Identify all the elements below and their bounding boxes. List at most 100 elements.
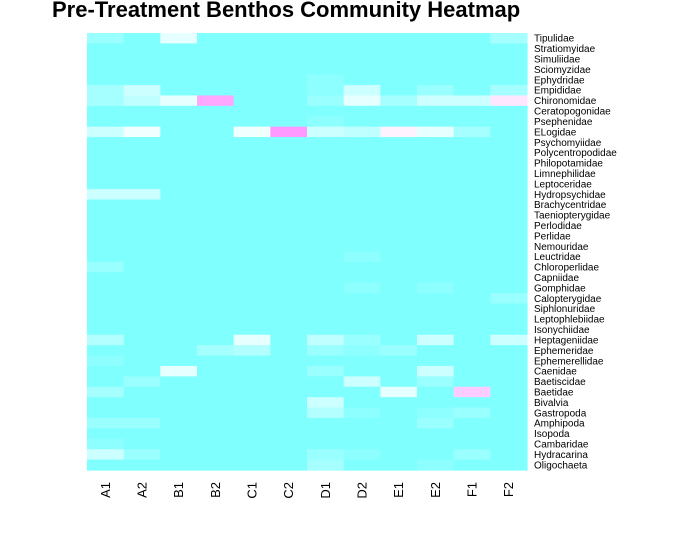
- heatmap-cell: [307, 376, 345, 388]
- heatmap-cell: [270, 189, 308, 201]
- heatmap-cell: [453, 438, 491, 450]
- heatmap-cell: [233, 334, 271, 346]
- heatmap-cell: [197, 189, 235, 201]
- heatmap-cell: [343, 105, 381, 117]
- heatmap-cell: [307, 95, 345, 107]
- heatmap-cell: [233, 85, 271, 97]
- heatmap-cell: [307, 324, 345, 336]
- heatmap-cell: [233, 199, 271, 211]
- heatmap-cell: [87, 53, 125, 65]
- heatmap-cell: [307, 178, 345, 190]
- heatmap-cell: [197, 230, 235, 242]
- row-label: Leptoceridae: [534, 179, 592, 190]
- heatmap-cell: [417, 178, 455, 190]
- heatmap-cell: [343, 459, 381, 471]
- heatmap-cell: [270, 449, 308, 461]
- heatmap-cell: [380, 64, 418, 76]
- heatmap-cell: [87, 272, 125, 284]
- heatmap-cell: [160, 137, 198, 149]
- heatmap-cell: [123, 261, 161, 273]
- heatmap-cell: [343, 241, 381, 253]
- heatmap-cell: [87, 241, 125, 253]
- heatmap-cell: [123, 209, 161, 221]
- heatmap-cell: [380, 189, 418, 201]
- heatmap-cell: [490, 293, 528, 305]
- row-label: Brachycentridae: [534, 200, 607, 211]
- heatmap-cell: [380, 43, 418, 55]
- heatmap-cell: [123, 417, 161, 429]
- column-label: F1: [465, 482, 480, 497]
- heatmap-cell: [123, 126, 161, 138]
- heatmap-cell: [343, 230, 381, 242]
- heatmap-cell: [233, 438, 271, 450]
- heatmap-cell: [417, 220, 455, 232]
- heatmap-cell: [270, 397, 308, 409]
- heatmap-cell: [160, 324, 198, 336]
- heatmap-cell: [307, 168, 345, 180]
- heatmap-cell: [307, 85, 345, 97]
- heatmap-cell: [343, 449, 381, 461]
- heatmap-cell: [123, 241, 161, 253]
- heatmap-cell: [270, 147, 308, 159]
- heatmap-cell: [380, 241, 418, 253]
- heatmap-cell: [490, 199, 528, 211]
- heatmap-cell: [490, 438, 528, 450]
- heatmap-cell: [270, 386, 308, 398]
- row-label: Gomphidae: [534, 283, 586, 294]
- heatmap-cell: [160, 438, 198, 450]
- heatmap-cell: [197, 355, 235, 367]
- heatmap-cell: [453, 157, 491, 169]
- column-label: A2: [135, 482, 150, 498]
- row-label: Isonychiidae: [534, 325, 590, 336]
- heatmap-cell: [307, 209, 345, 221]
- heatmap-cell: [343, 178, 381, 190]
- heatmap-cell: [417, 397, 455, 409]
- heatmap-cell: [453, 209, 491, 221]
- heatmap-cell: [417, 199, 455, 211]
- heatmap-cell: [233, 397, 271, 409]
- heatmap-cell: [453, 386, 491, 398]
- heatmap-cell: [417, 85, 455, 97]
- heatmap-cell: [417, 407, 455, 419]
- heatmap-cell: [197, 168, 235, 180]
- heatmap-cell: [197, 220, 235, 232]
- heatmap-cell: [123, 303, 161, 315]
- heatmap-cell: [343, 209, 381, 221]
- heatmap-cell: [197, 147, 235, 159]
- heatmap-cell: [270, 303, 308, 315]
- heatmap-cell: [197, 251, 235, 263]
- heatmap-cell: [417, 293, 455, 305]
- heatmap-cell: [233, 386, 271, 398]
- heatmap-cell: [160, 33, 198, 44]
- heatmap-cell: [380, 261, 418, 273]
- heatmap-cell: [380, 428, 418, 440]
- heatmap-cell: [307, 293, 345, 305]
- column-label: D2: [355, 482, 370, 499]
- heatmap-cell: [490, 251, 528, 263]
- heatmap-cell: [417, 116, 455, 128]
- heatmap-cell: [417, 282, 455, 294]
- heatmap-cell: [343, 220, 381, 232]
- heatmap-cell: [490, 324, 528, 336]
- heatmap-cell: [453, 189, 491, 201]
- heatmap-cell: [123, 397, 161, 409]
- heatmap-cell: [160, 397, 198, 409]
- row-label: Psychomyiidae: [534, 138, 602, 149]
- heatmap-cell: [123, 74, 161, 86]
- heatmap-cell: [87, 355, 125, 367]
- heatmap-cell: [307, 74, 345, 86]
- heatmap-cell: [343, 417, 381, 429]
- heatmap-cell: [307, 438, 345, 450]
- heatmap-cell: [197, 272, 235, 284]
- row-label: Polycentropodidae: [534, 148, 617, 159]
- heatmap-cell: [233, 303, 271, 315]
- heatmap-cell: [160, 230, 198, 242]
- heatmap-cell: [197, 43, 235, 55]
- heatmap-cell: [343, 272, 381, 284]
- heatmap-cell: [160, 147, 198, 159]
- heatmap-cell: [270, 407, 308, 419]
- heatmap-cell: [87, 74, 125, 86]
- heatmap-cell: [380, 407, 418, 419]
- heatmap-cell: [343, 43, 381, 55]
- heatmap-cell: [453, 137, 491, 149]
